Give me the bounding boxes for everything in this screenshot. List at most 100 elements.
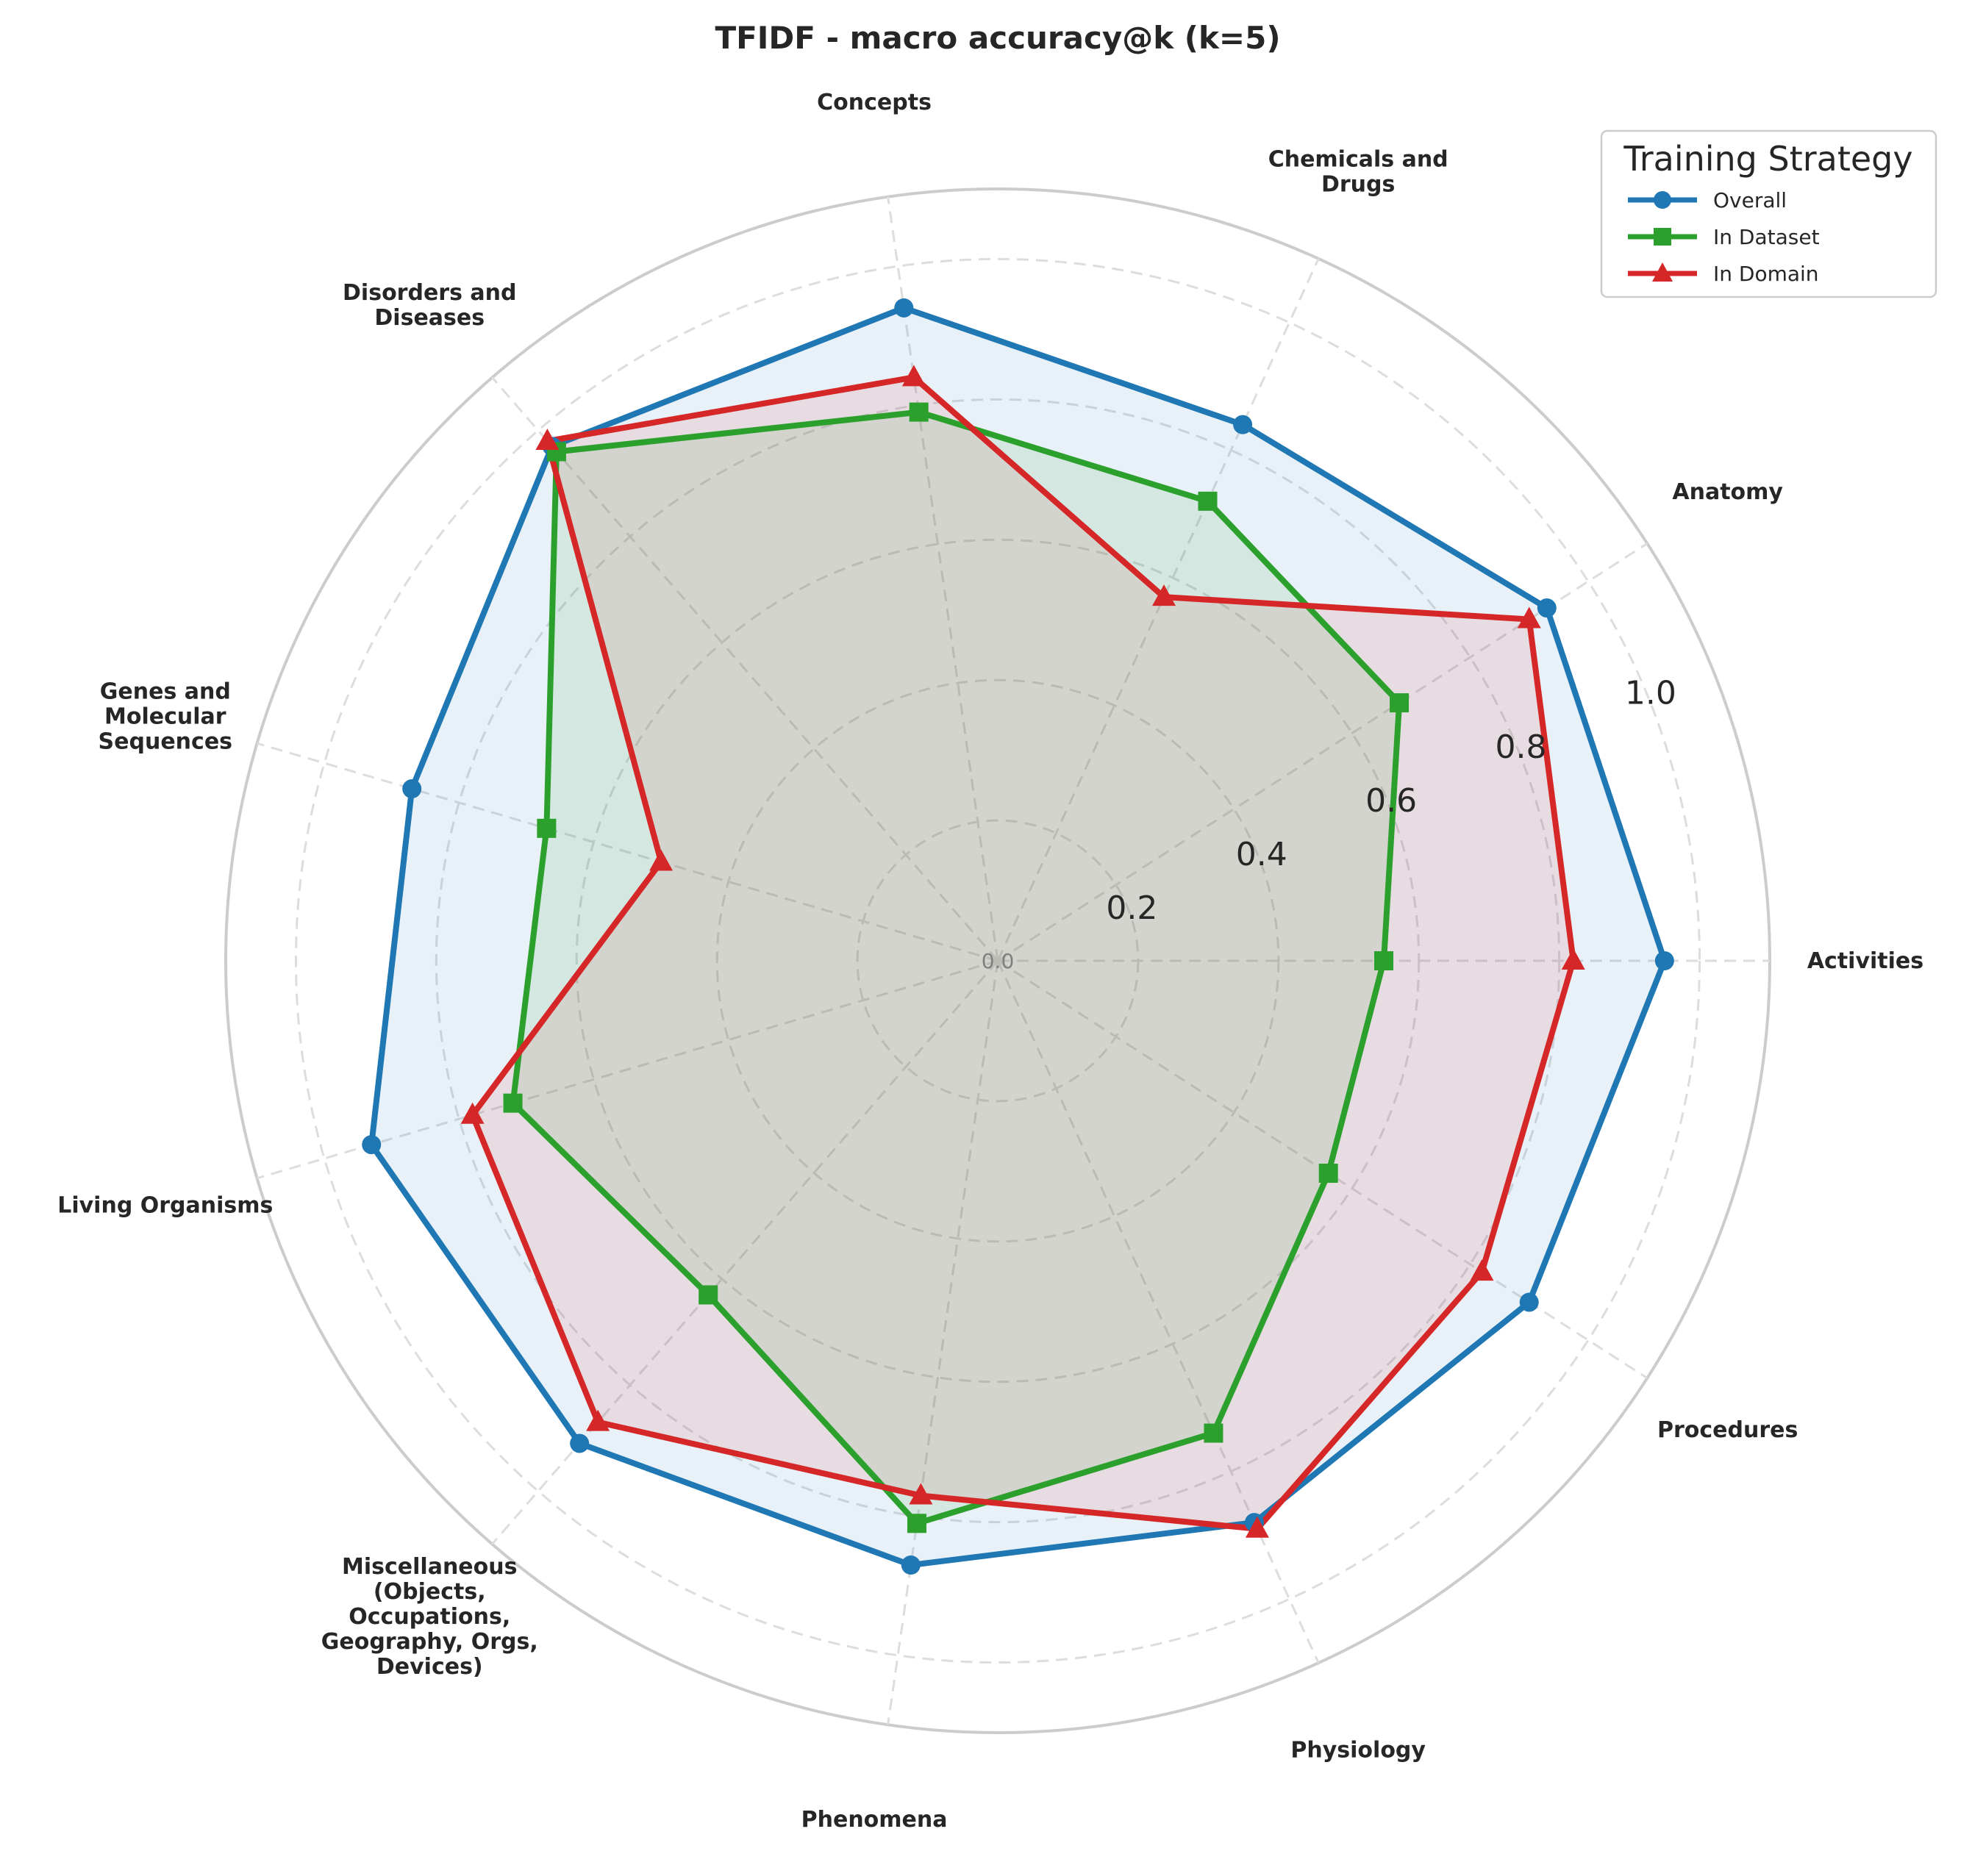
data-point xyxy=(1245,1516,1269,1538)
grid-spoke xyxy=(887,960,999,1725)
series-line xyxy=(368,304,1668,1568)
category-label-line: Sequences xyxy=(99,729,232,755)
category-label-line: Genes and xyxy=(100,679,231,705)
legend-marker xyxy=(1654,191,1671,209)
category-label-line: Phenomena xyxy=(801,1807,948,1833)
category-label-line: Molecular xyxy=(104,704,226,730)
data-point xyxy=(699,1285,718,1305)
data-point xyxy=(1561,948,1585,970)
category-label-line: Occupations, xyxy=(349,1604,510,1630)
grid-spoke xyxy=(996,258,1320,962)
data-point xyxy=(909,1483,933,1505)
category-label-line: Activities xyxy=(1807,948,1923,974)
series-fills xyxy=(371,307,1665,1565)
category-label: Concepts xyxy=(817,90,932,115)
category-label: Physiology xyxy=(1290,1737,1426,1763)
legend: Training Strategy Overall In Dataset In Do… xyxy=(1600,129,1937,298)
category-labels: Activities Anatomy Chemicals and Drugs Conce… xyxy=(57,90,1923,1833)
data-point xyxy=(1519,1292,1539,1312)
series-markers xyxy=(362,298,1674,1575)
legend-entry-label: In Dataset xyxy=(1713,225,1820,249)
data-point xyxy=(1374,951,1393,970)
category-label-line: (Objects, xyxy=(374,1579,486,1605)
category-label-line: Miscellaneous xyxy=(342,1554,517,1580)
grid-spoke xyxy=(996,960,1320,1664)
legend-entry-label: Overall xyxy=(1713,188,1787,212)
series-line xyxy=(469,374,1576,1532)
data-point xyxy=(586,1409,610,1431)
data-point xyxy=(1198,491,1218,511)
data-point xyxy=(901,1555,921,1575)
category-label-line: Devices) xyxy=(376,1654,483,1680)
category-label: Anatomy xyxy=(1672,479,1783,505)
category-label: Activities xyxy=(1807,948,1923,974)
data-point xyxy=(537,818,557,838)
legend-marker xyxy=(1654,228,1671,246)
radial-tick-label: 0.4 xyxy=(1236,836,1287,873)
grid-spoke xyxy=(491,376,999,962)
category-label: Genes and Molecular Sequences xyxy=(99,679,232,755)
legend-frame xyxy=(1600,129,1937,298)
data-point xyxy=(570,1433,590,1453)
grid-spoke xyxy=(997,543,1648,962)
category-label: Disorders and Diseases xyxy=(343,280,516,331)
data-point xyxy=(1204,1423,1223,1443)
category-label-line: Geography, Orgs, xyxy=(321,1629,538,1655)
data-point xyxy=(535,429,560,451)
data-point xyxy=(1537,598,1557,618)
legend-marker xyxy=(1652,262,1673,282)
radial-tick-labels: 0.0 0.2 0.4 0.6 0.8 1.0 xyxy=(982,675,1676,973)
category-label: Phenomena xyxy=(801,1807,948,1833)
category-label: Chemicals and Drugs xyxy=(1268,147,1448,198)
data-point xyxy=(1517,606,1541,629)
series-fill xyxy=(512,412,1400,1524)
legend-title: Training Strategy xyxy=(1623,139,1912,179)
legend-entries: Overall In Dataset In Domain xyxy=(1628,188,1820,286)
series-fill xyxy=(371,307,1665,1565)
data-point xyxy=(1654,951,1674,970)
category-label-line: Diseases xyxy=(374,305,485,331)
grid-spoke xyxy=(257,959,998,1180)
data-point xyxy=(503,1093,523,1113)
category-label-line: Concepts xyxy=(817,90,932,115)
data-point xyxy=(402,779,422,799)
category-label-line: Drugs xyxy=(1321,172,1395,198)
grid-spoke xyxy=(257,742,998,962)
data-point xyxy=(1152,584,1176,606)
category-label-line: Procedures xyxy=(1657,1417,1798,1443)
grid-ring xyxy=(715,679,1280,1243)
data-point xyxy=(460,1102,485,1124)
data-point xyxy=(1233,415,1253,434)
data-point xyxy=(1390,693,1410,713)
category-label: Living Organisms xyxy=(57,1192,273,1218)
category-label: Miscellaneous (Objects, Occupations, Geogra… xyxy=(321,1554,538,1680)
radial-tick-label: 0.0 xyxy=(982,949,1015,973)
category-label-line: Disorders and xyxy=(343,280,516,306)
data-point xyxy=(894,298,914,318)
data-point xyxy=(362,1135,382,1155)
data-point xyxy=(907,1514,926,1533)
data-point xyxy=(901,365,926,387)
grid-spoke xyxy=(887,196,999,962)
data-point xyxy=(909,402,929,422)
category-label-line: Anatomy xyxy=(1672,479,1783,505)
radial-tick-label: 0.2 xyxy=(1106,889,1157,927)
category-label-line: Living Organisms xyxy=(57,1192,273,1218)
radial-tick-label: 1.0 xyxy=(1625,675,1676,712)
data-point xyxy=(1318,1163,1338,1183)
series-lines xyxy=(368,304,1668,1568)
grid-ring xyxy=(294,257,1701,1664)
series-line xyxy=(510,409,1403,1527)
category-label-line: Physiology xyxy=(1290,1737,1426,1763)
chart-title: TFIDF - macro accuracy@k (k=5) xyxy=(715,20,1280,56)
grid-spoke xyxy=(491,960,999,1545)
legend-entry-label: In Domain xyxy=(1713,262,1819,286)
data-point xyxy=(649,849,674,871)
category-label-line: Chemicals and xyxy=(1268,147,1448,173)
data-point xyxy=(1470,1259,1494,1281)
radial-tick-label: 0.6 xyxy=(1365,782,1417,820)
category-label: Procedures xyxy=(1657,1417,1798,1443)
radial-tick-label: 0.8 xyxy=(1496,728,1547,766)
